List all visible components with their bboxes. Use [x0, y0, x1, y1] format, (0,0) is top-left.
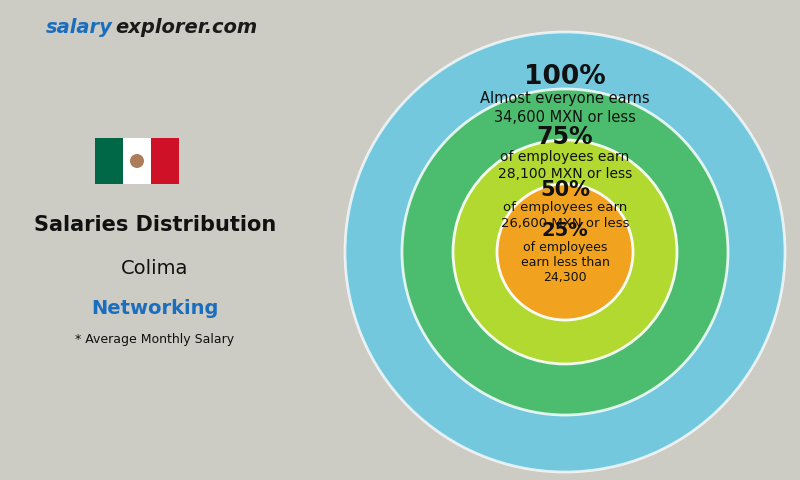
Text: Salaries Distribution: Salaries Distribution: [34, 215, 276, 235]
Text: 100%: 100%: [524, 64, 606, 90]
Text: 25%: 25%: [542, 220, 588, 240]
Circle shape: [345, 32, 785, 472]
Text: 26,600 MXN or less: 26,600 MXN or less: [501, 217, 630, 230]
Text: Colima: Colima: [122, 259, 189, 277]
Bar: [95, 138, 123, 184]
Text: of employees earn: of employees earn: [500, 150, 630, 164]
Text: * Average Monthly Salary: * Average Monthly Salary: [75, 334, 234, 347]
Text: Networking: Networking: [91, 299, 218, 317]
Circle shape: [453, 140, 677, 364]
Text: explorer.com: explorer.com: [115, 18, 258, 37]
Text: 34,600 MXN or less: 34,600 MXN or less: [494, 109, 636, 124]
Text: salary: salary: [46, 18, 113, 37]
Text: Almost everyone earns: Almost everyone earns: [480, 92, 650, 107]
Text: earn less than: earn less than: [521, 256, 610, 269]
Text: 24,300: 24,300: [543, 272, 587, 285]
Circle shape: [402, 89, 728, 415]
Bar: [151, 138, 179, 184]
Text: 50%: 50%: [540, 180, 590, 200]
Text: of employees earn: of employees earn: [503, 202, 627, 215]
Circle shape: [497, 184, 633, 320]
Text: 28,100 MXN or less: 28,100 MXN or less: [498, 167, 632, 181]
Text: 75%: 75%: [537, 125, 594, 149]
Circle shape: [130, 154, 144, 168]
Bar: [123, 138, 151, 184]
Text: of employees: of employees: [523, 241, 607, 254]
